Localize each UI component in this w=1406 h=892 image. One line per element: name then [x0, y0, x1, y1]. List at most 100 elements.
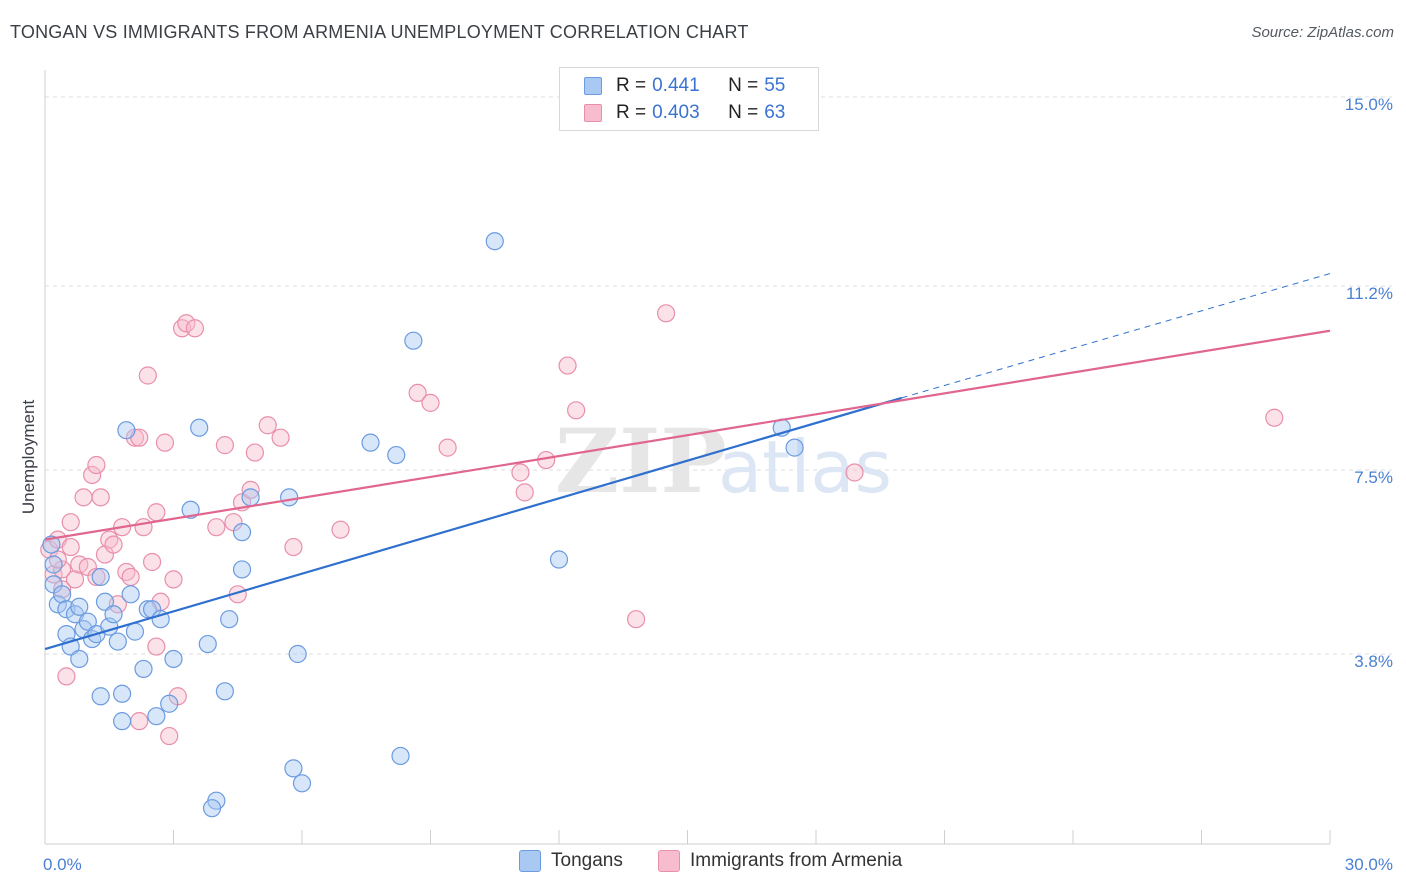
tongans-point-24	[125, 622, 145, 641]
tongans-point-21	[112, 712, 132, 731]
tongans-point-44	[292, 774, 312, 793]
tongans-point-18	[104, 605, 123, 624]
watermark-atlas: atlas	[718, 425, 892, 509]
tongans-point-28	[147, 707, 166, 726]
armenia-trend-line	[44, 329, 1331, 541]
tongans-point-16	[95, 592, 115, 611]
armenia-point-7	[65, 570, 85, 589]
bottom-legend-tongans: Tongans	[519, 850, 623, 872]
legend-n-label: N =	[728, 75, 759, 96]
tongans-point-42	[284, 759, 303, 778]
armenia-point-25	[138, 366, 157, 385]
y-tick-labels: 3.8% 7.5% 11.2% 15.0%	[1345, 95, 1393, 671]
armenia-point-6	[61, 513, 80, 532]
tongans-trend-extension	[901, 273, 1331, 399]
y-tick-label-1: 7.5%	[1354, 468, 1393, 487]
armenia-point-1	[44, 565, 63, 584]
legend-row-tongans: R = 0.441 N = 55	[584, 73, 785, 99]
tongans-point-47	[391, 746, 410, 766]
tongans-point-8	[70, 649, 89, 669]
tongans-point-31	[164, 649, 183, 669]
series-tongans-points	[42, 232, 804, 818]
armenia-point-3	[53, 560, 72, 579]
tongans-point-14	[91, 567, 110, 587]
tongans-point-46	[387, 445, 406, 465]
y-axis-label: Unemployment	[19, 400, 38, 515]
tongans-trend-line	[44, 396, 902, 651]
armenia-point-16	[104, 535, 123, 554]
armenia-point-29	[155, 433, 175, 452]
tongans-point-37	[220, 610, 239, 629]
armenia-point-26	[142, 552, 162, 572]
armenia-point-4	[53, 580, 72, 599]
tongans-point-48	[404, 331, 423, 350]
armenia-point-54	[626, 610, 646, 629]
armenia-point-60	[87, 567, 106, 587]
watermark-zip: ZIP	[555, 409, 727, 513]
tongans-point-9	[70, 597, 89, 616]
armenia-point-57	[1265, 408, 1284, 427]
armenia-point-44	[284, 537, 303, 557]
tongans-point-34	[198, 634, 217, 654]
grid-lines	[45, 96, 1392, 655]
tongans-point-43	[288, 644, 307, 664]
tongans-point-52	[785, 438, 804, 457]
armenia-point-35	[185, 319, 205, 338]
armenia-point-41	[245, 443, 264, 462]
tongans-point-0	[44, 555, 63, 574]
chart-title: TONGAN VS IMMIGRANTS FROM ARMENIA UNEMPL…	[10, 22, 749, 42]
legend-r-label: R =	[616, 75, 647, 96]
tongans-legend-swatch	[519, 850, 541, 872]
armenia-point-36	[207, 518, 226, 537]
armenia-point-56	[845, 463, 864, 482]
armenia-point-53	[567, 401, 586, 420]
tongans-point-15	[91, 687, 110, 706]
armenia-point-50	[515, 483, 534, 502]
bottom-legend-armenia: Immigrants from Armenia	[658, 850, 902, 872]
tongans-point-30	[160, 694, 179, 713]
legend-r-value: 0.403	[652, 102, 700, 123]
legend-row-armenia: R = 0.403 N = 63	[584, 100, 785, 126]
tongans-point-40	[241, 488, 260, 507]
tongans-point-41	[280, 488, 299, 507]
armenia-point-27	[147, 503, 166, 522]
tongans-point-3	[53, 585, 72, 604]
armenia-point-12	[87, 455, 106, 475]
tongans-point-49	[485, 232, 504, 251]
tongans-point-50	[549, 550, 569, 569]
tongans-point-39	[232, 523, 252, 542]
legend-n-value: 55	[764, 75, 786, 96]
trend-lines	[44, 273, 1331, 651]
legend-n-value: 63	[764, 102, 786, 123]
armenia-point-9	[74, 488, 93, 507]
armenia-point-61	[147, 637, 166, 656]
x-ticks	[44, 830, 1331, 844]
armenia-point-40	[241, 480, 260, 499]
tongans-point-32	[181, 500, 200, 519]
tongans-point-36	[215, 682, 234, 701]
tongans-point-19	[108, 632, 127, 651]
armenia-point-52	[558, 356, 577, 375]
armenia-point-55	[656, 304, 676, 323]
armenia-point-49	[511, 463, 530, 482]
tongans-point-26	[138, 600, 157, 619]
tongans-swatch	[584, 77, 602, 95]
tongans-point-45	[361, 433, 380, 452]
legend-r-label: R =	[616, 102, 647, 123]
x-tick-label-max: 30.0%	[1345, 855, 1393, 874]
tongans-point-23	[121, 585, 140, 604]
armenia-point-31	[164, 570, 183, 589]
y-tick-label-0: 3.8%	[1354, 652, 1393, 671]
tongans-legend-label: Tongans	[551, 850, 623, 871]
armenia-point-34	[177, 314, 196, 333]
x-tick-label-min: 0.0%	[43, 855, 82, 874]
armenia-swatch	[584, 104, 602, 122]
armenia-point-37	[215, 436, 234, 455]
armenia-point-48	[438, 438, 457, 457]
legend-n-label: N =	[728, 102, 759, 123]
legend-r-value: 0.441	[652, 75, 700, 96]
armenia-point-5	[57, 667, 76, 686]
armenia-legend-swatch	[658, 850, 680, 872]
armenia-point-47	[421, 393, 440, 412]
tongans-point-25	[134, 659, 153, 679]
